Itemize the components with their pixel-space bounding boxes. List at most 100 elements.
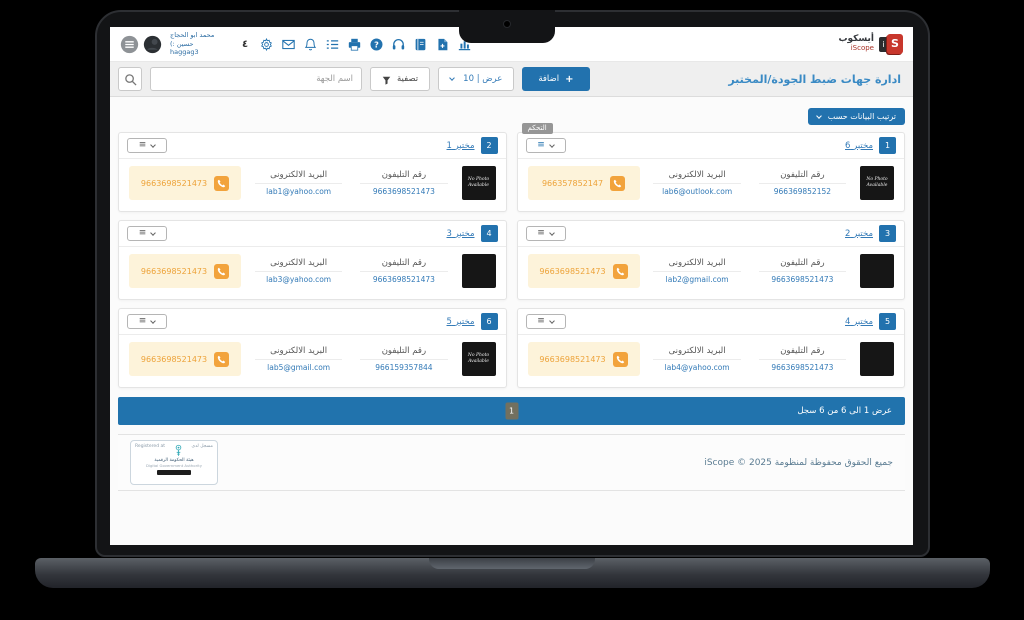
contact-phone-number: 966357852147 <box>541 178 604 188</box>
email-label: البريد الالكترونى <box>254 170 343 184</box>
email-value-link[interactable]: lab2@gmail.com <box>665 275 729 284</box>
lab-title-link[interactable]: مختبر 5 <box>446 316 475 327</box>
chevron-down-icon <box>548 317 555 324</box>
email-value-link[interactable]: lab5@gmail.com <box>267 363 331 372</box>
bell-icon[interactable] <box>304 38 317 51</box>
card-actions-toggle[interactable] <box>127 314 167 329</box>
lab-title-link[interactable]: مختبر 4 <box>845 316 873 327</box>
card-actions-toggle[interactable] <box>525 314 566 329</box>
topbar-icon-row: ? <box>260 37 471 51</box>
add-button[interactable]: اضافة <box>522 67 590 91</box>
brand-name-arabic: أيسكوب <box>838 34 874 45</box>
filter-button-label: تصفية <box>397 74 419 84</box>
registered-at-label-arabic: مسجل لدى <box>191 444 213 449</box>
no-photo-text: No Photo Available <box>467 176 490 188</box>
menu-dashes-icon <box>537 232 544 235</box>
lab-photo <box>860 254 894 288</box>
card-header: 3 مختبر 2 <box>517 221 904 247</box>
contact-phone-pill[interactable]: 9663698521473 <box>129 166 241 200</box>
contact-phone-pill[interactable]: 966357852147 <box>527 166 640 200</box>
email-value-link[interactable]: lab1@yahoo.com <box>266 187 332 196</box>
printer-icon[interactable] <box>348 38 361 51</box>
card-header: 1 مختبر 6 التحكم <box>517 123 904 159</box>
menu-dashes-icon <box>139 144 146 147</box>
contact-phone-pill[interactable]: 9663698521473 <box>527 254 640 288</box>
phone-value: 9663698521473 <box>372 187 435 196</box>
card-actions-toggle[interactable] <box>127 138 167 153</box>
page-size-label: عرض | 10 <box>463 74 503 84</box>
phone-field: رقم التليفون 9663698521473 <box>356 170 451 196</box>
chevron-down-icon <box>449 75 456 81</box>
brand-logo[interactable]: أيسكوب iScope i S <box>838 33 903 55</box>
phone-value: 966159357844 <box>375 363 433 372</box>
user-name-block[interactable]: محمد ابو الحجاج حسين :) haggag3 <box>170 31 232 57</box>
phone-icon <box>612 263 628 279</box>
laptop-screen: محمد ابو الحجاج حسين :) haggag3 ٤ ? <box>110 27 913 545</box>
no-photo-text: No Photo Available <box>467 352 490 364</box>
logo-s-block: S <box>887 33 903 54</box>
email-value-link[interactable]: lab6@outlook.com <box>662 187 733 196</box>
pagination-summary: عرض 1 الى 6 من 6 سجل <box>797 406 892 416</box>
lab-card: 4 مختبر 3 رقم التليفون 9663698521473 <box>118 220 507 300</box>
copyright-text: جميع الحقوق محفوظة لمنظومة iScope © 2025 <box>704 457 893 468</box>
email-value-link[interactable]: lab4@yahoo.com <box>664 363 730 372</box>
riyal-symbol-icon[interactable]: ٤ <box>242 38 249 50</box>
brand-logo-icon: i S <box>879 33 903 55</box>
pagination-bar: عرض 1 الى 6 من 6 سجل 1 <box>118 397 905 425</box>
contact-phone-pill[interactable]: 9663698521473 <box>129 342 241 376</box>
page-number-button[interactable]: 1 <box>505 402 518 420</box>
phone-label: رقم التليفون <box>758 346 847 360</box>
brand-name-english: iScope <box>850 44 874 53</box>
entity-name-search-input[interactable] <box>150 67 362 91</box>
registration-number-strip <box>157 470 191 475</box>
menu-dashes-icon <box>139 320 146 323</box>
contact-phone-pill[interactable]: 9663698521473 <box>129 254 241 288</box>
phone-icon <box>612 351 628 367</box>
headset-icon[interactable] <box>392 38 405 51</box>
help-circle-icon[interactable]: ? <box>370 37 383 51</box>
svg-text:?: ? <box>374 39 379 49</box>
chevron-down-icon <box>150 141 157 148</box>
control-tooltip: التحكم <box>521 123 553 134</box>
filter-button[interactable]: تصفية <box>370 67 431 91</box>
lab-card: 6 مختبر 5 No Photo Available <box>118 308 507 388</box>
lab-photo-placeholder: No Photo Available <box>860 166 894 200</box>
contact-phone-pill[interactable]: 9663698521473 <box>527 342 640 376</box>
gear-icon[interactable] <box>260 37 273 51</box>
checklist-icon[interactable] <box>326 38 339 51</box>
file-add-icon[interactable] <box>436 38 449 51</box>
lab-card: 5 مختبر 4 رقم التليفون 9663698521473 <box>516 308 905 388</box>
contact-phone-number: 9663698521473 <box>140 178 208 188</box>
sort-button[interactable]: ترتيب البيانات حسب <box>807 108 905 125</box>
phone-label: رقم التليفون <box>758 258 847 272</box>
no-photo-text: No Photo Available <box>866 176 888 188</box>
phone-field: رقم التليفون 9663698521473 <box>755 258 850 284</box>
card-number-badge: 4 <box>480 225 498 242</box>
dga-org-name-english: Digital Government Authority <box>146 463 202 468</box>
lab-title-link[interactable]: مختبر 3 <box>446 228 475 239</box>
email-field: البريد الالكترونى lab3@yahoo.com <box>251 258 346 284</box>
search-button[interactable] <box>118 67 142 91</box>
card-number-badge: 1 <box>879 137 896 154</box>
footer: جميع الحقوق محفوظة لمنظومة iScope © 2025… <box>118 434 905 491</box>
lab-title-link[interactable]: مختبر 1 <box>446 140 475 151</box>
user-avatar[interactable] <box>143 35 162 54</box>
menu-circle-button[interactable] <box>120 35 139 54</box>
add-button-label: اضافة <box>538 74 560 84</box>
page-size-select[interactable]: عرض | 10 <box>438 67 515 91</box>
laptop-camera <box>503 20 511 28</box>
card-actions-toggle[interactable] <box>127 226 167 241</box>
lab-title-link[interactable]: مختبر 2 <box>845 228 873 239</box>
email-field: البريد الالكترونى lab1@yahoo.com <box>251 170 346 196</box>
card-actions-toggle[interactable] <box>525 226 566 241</box>
lab-title-link[interactable]: مختبر 6 <box>845 140 873 151</box>
email-value-link[interactable]: lab3@yahoo.com <box>266 275 332 284</box>
mail-icon[interactable] <box>282 38 295 51</box>
phone-icon <box>610 175 626 191</box>
chart-icon[interactable] <box>458 38 471 51</box>
card-actions-toggle[interactable] <box>525 138 566 153</box>
chevron-down-icon <box>815 112 822 119</box>
book-icon[interactable] <box>414 38 427 51</box>
email-label: البريد الالكترونى <box>653 170 741 184</box>
card-body: No Photo Available رقم التليفون 96636985… <box>518 159 905 211</box>
